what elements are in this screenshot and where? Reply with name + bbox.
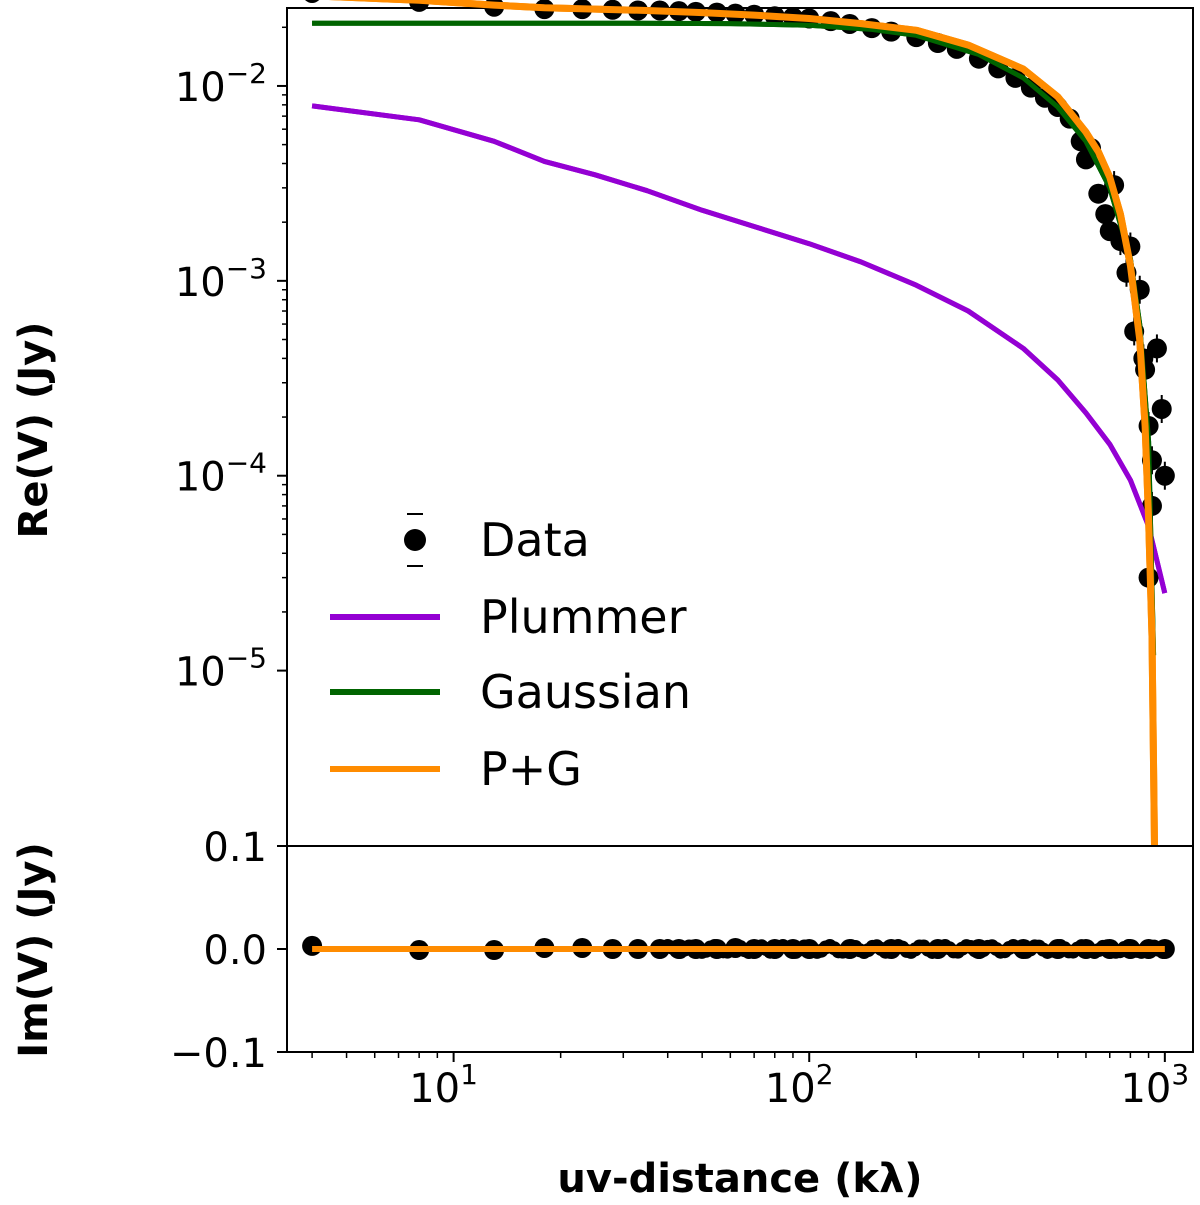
xtick-label: 102 (765, 1058, 834, 1112)
xtick-label: 103 (1120, 1058, 1189, 1112)
re-axes-frame (286, 7, 1194, 847)
legend-data-marker (404, 529, 426, 551)
xtick-exp: 1 (460, 1058, 478, 1091)
legend-gaussian-label: Gaussian (480, 665, 691, 719)
im-ytick-label: 0.0 (203, 928, 267, 974)
re-panel: 10−210−310−410−5 Re(V) (Jy) DataPlummerG… (11, 0, 1194, 847)
re-series-gaussian (312, 20, 1157, 656)
re-ytick-exp: −4 (226, 447, 267, 480)
xtick-base: 10 (409, 1066, 460, 1112)
im-panel: 0.10.0−0.1 101 102 103 Im(V) (Jy) uv-dista… (11, 825, 1194, 1202)
im-data-point (302, 935, 323, 956)
re-ytick-base: 10 (175, 65, 226, 111)
re-ytick-label: 10−5 (175, 642, 267, 696)
re-ytick-label: 10−2 (175, 57, 267, 111)
re-y-axis-label: Re(V) (Jy) (11, 322, 57, 539)
x-ticks: 101 102 103 (311, 1052, 1189, 1112)
legend-data-label: Data (480, 513, 590, 567)
re-data-point (1151, 398, 1172, 419)
im-y-ticks: 0.1 0.0 −0.1 (170, 825, 287, 1077)
re-ytick-label: 10−3 (175, 252, 267, 306)
xtick-label: 101 (409, 1058, 478, 1112)
xtick-exp: 3 (1171, 1058, 1189, 1091)
re-data-point (1154, 465, 1175, 486)
re-ytick-base: 10 (175, 650, 226, 696)
re-series-pg (328, 0, 1158, 847)
re-ytick-base: 10 (175, 455, 226, 501)
im-ytick-label: 0.1 (203, 825, 267, 871)
xtick-base: 10 (1120, 1066, 1171, 1112)
re-series-plummer (311, 103, 1168, 594)
im-ytick-label: −0.1 (170, 1031, 267, 1077)
re-series-plummer (311, 103, 1168, 594)
re-series-group (311, 0, 1168, 847)
re-ytick-base: 10 (175, 260, 226, 306)
re-data-point (1095, 204, 1116, 225)
re-ytick-label: 10−4 (175, 447, 267, 501)
re-series-gaussian (312, 20, 1157, 656)
re-data-point (1088, 183, 1109, 204)
legend: Data Plummer Gaussian P+G (330, 513, 691, 796)
re-ytick-exp: −5 (226, 642, 267, 675)
x-axis-label: uv-distance (kλ) (557, 1156, 922, 1202)
re-ytick-exp: −2 (226, 57, 267, 90)
re-data-point (304, 0, 320, 3)
legend-plummer-label: Plummer (480, 590, 687, 644)
re-data-point (1146, 338, 1167, 359)
re-ytick-exp: −3 (226, 252, 267, 285)
xtick-base: 10 (765, 1066, 816, 1112)
im-y-axis-label: Im(V) (Jy) (11, 842, 57, 1058)
xtick-exp: 2 (816, 1058, 834, 1091)
legend-pg-label: P+G (480, 742, 582, 796)
re-y-ticks: 10−210−310−410−5 (175, 26, 287, 696)
